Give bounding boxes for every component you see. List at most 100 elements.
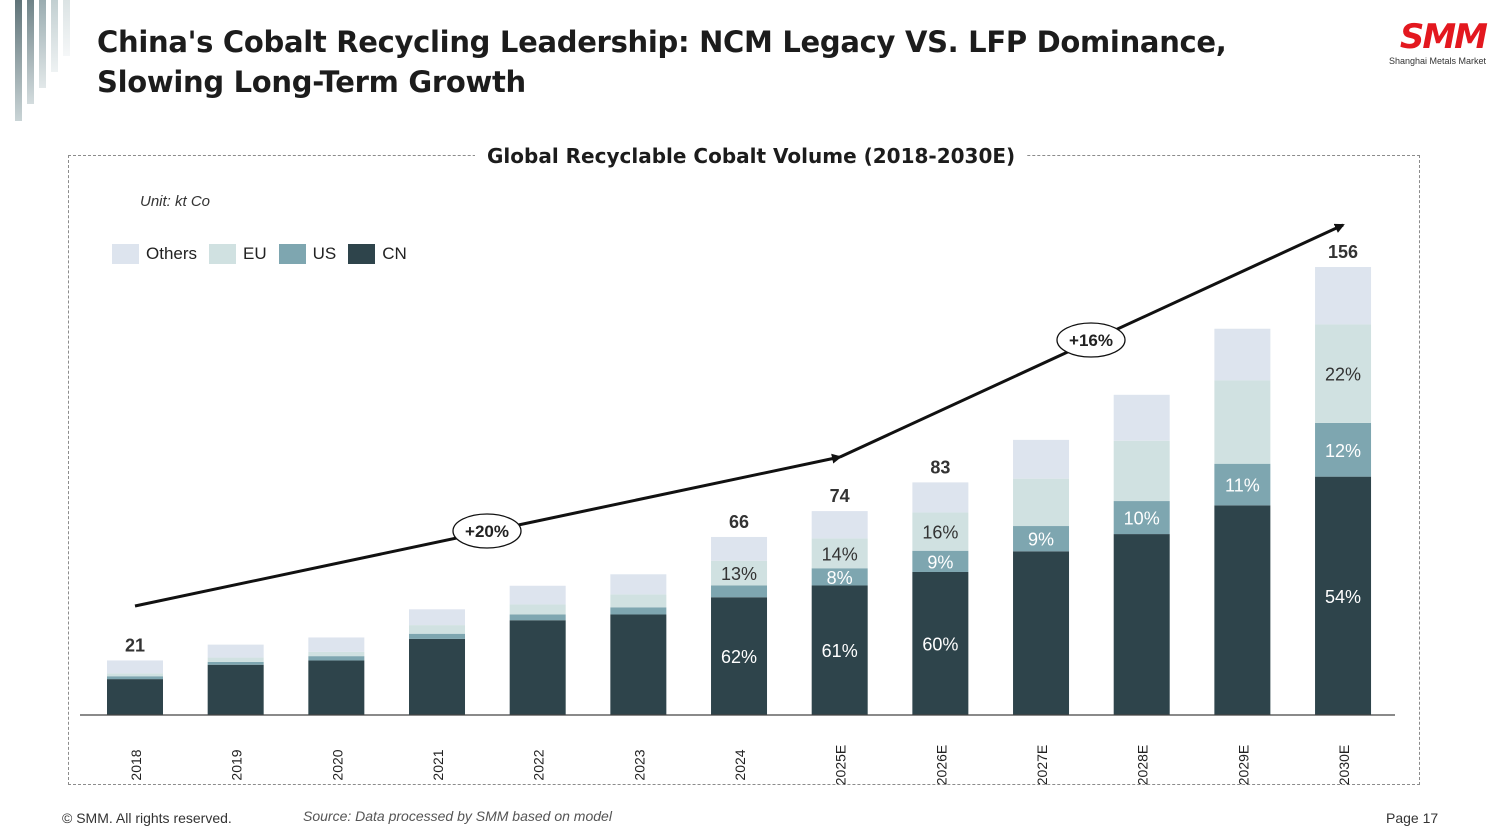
segment-label-eu-2026e: 16%	[922, 523, 958, 543]
segment-label-cn-2025e: 61%	[822, 641, 858, 661]
x-tick-label: 2025E	[833, 745, 849, 785]
logo-subtext: Shanghai Metals Market	[1388, 56, 1486, 66]
decorative-bar-5	[63, 0, 70, 56]
segment-label-cn-2030e: 54%	[1325, 587, 1361, 607]
logo-mark: SMM	[1399, 17, 1488, 57]
bar-segment-cn-2028e	[1113, 534, 1170, 715]
bar-segment-cn-2024	[711, 597, 768, 715]
bar-segment-us-2018	[107, 676, 163, 680]
footer-copyright: © SMM. All rights reserved.	[62, 810, 232, 826]
bar-segment-others-2025e	[811, 511, 868, 539]
smm-logo: SMM Shanghai Metals Market	[1374, 17, 1488, 66]
bar-segment-eu-2025e	[811, 538, 868, 569]
bar-segment-eu-2028e	[1113, 440, 1170, 502]
bar-segment-others-2018	[107, 660, 163, 674]
bar-segment-us-2024	[711, 585, 768, 598]
decorative-bar-1	[15, 0, 22, 121]
bar-segment-cn-2022	[509, 620, 566, 715]
segment-label-us-2027e: 9%	[1028, 530, 1054, 550]
bar-segment-others-2020	[308, 637, 365, 652]
bar-segment-us-2025e	[811, 568, 868, 586]
bar-segment-others-2029e	[1214, 328, 1271, 381]
x-tick-label: 2029E	[1235, 745, 1251, 785]
footer-page-number: Page 17	[1386, 810, 1439, 826]
legend-label-others: Others	[146, 244, 198, 263]
bar-segment-us-2030e	[1315, 422, 1372, 477]
x-tick-label: 2026E	[933, 745, 949, 785]
legend-item-eu: EU	[209, 244, 267, 264]
bar-segment-cn-2030e	[1315, 476, 1372, 715]
footer-source: Source: Data processed by SMM based on m…	[303, 808, 612, 824]
bar-segment-others-2028e	[1113, 394, 1170, 441]
segment-label-cn-2026e: 60%	[922, 634, 958, 654]
segment-label-us-2028e: 10%	[1124, 509, 1160, 529]
bar-segment-others-2023	[610, 574, 667, 595]
bar-segment-cn-2019	[207, 664, 264, 715]
x-tick-label: 2030E	[1336, 745, 1352, 785]
segment-label-us-2025e: 8%	[827, 568, 853, 588]
x-tick-label: 2022	[531, 749, 547, 780]
legend-label-cn: CN	[382, 244, 407, 263]
trend-label-1: +20%	[465, 522, 509, 541]
total-label-2025e: 74	[830, 486, 850, 506]
segment-label-eu-2025e: 14%	[822, 544, 858, 564]
bar-segment-cn-2018	[107, 679, 163, 715]
bar-segment-cn-2027e	[1013, 551, 1070, 715]
x-tick-label: 2021	[430, 749, 446, 780]
bar-segment-others-2019	[207, 644, 264, 658]
segment-label-us-2029e: 11%	[1225, 476, 1260, 496]
bar-segment-cn-2021	[409, 638, 466, 715]
bar-segment-eu-2023	[610, 594, 667, 608]
chart-legend: Others EU US CN	[112, 244, 419, 264]
unit-label: Unit: kt Co	[140, 193, 211, 210]
legend-swatch-eu	[209, 244, 237, 264]
x-tick-label: 2028E	[1135, 745, 1151, 785]
bar-segment-us-2019	[207, 661, 264, 665]
legend-label-us: US	[312, 244, 337, 263]
total-label-2018: 21	[125, 635, 145, 655]
chart-title: Global Recyclable Cobalt Volume (2018-20…	[475, 141, 1028, 171]
x-tick-label: 2027E	[1034, 745, 1050, 785]
x-tick-label: 2020	[329, 749, 345, 780]
bar-segment-us-2027e	[1013, 526, 1070, 552]
bar-segment-us-2022	[509, 614, 566, 621]
legend-item-others: Others	[112, 244, 197, 264]
trend-label-ellipse-2	[1056, 322, 1126, 358]
legend-swatch-others	[112, 244, 139, 264]
x-tick-label: 2023	[631, 749, 647, 780]
bar-segment-cn-2025e	[811, 585, 868, 715]
segment-label-us-2030e: 12%	[1325, 441, 1361, 461]
legend-label-eu: EU	[243, 244, 267, 263]
legend-item-cn: CN	[348, 244, 407, 264]
bar-segment-eu-2029e	[1214, 380, 1271, 464]
bar-segment-others-2021	[409, 609, 466, 626]
total-label-2030e: 156	[1328, 242, 1358, 262]
bar-segment-others-2024	[711, 536, 768, 561]
decorative-bar-3	[39, 0, 46, 88]
bar-segment-eu-2018	[107, 673, 163, 677]
segment-label-eu-2030e: 22%	[1325, 365, 1361, 385]
bar-segment-eu-2021	[409, 625, 466, 634]
bar-segment-eu-2026e	[912, 512, 969, 551]
decorative-bar-2	[27, 0, 34, 104]
legend-item-us: US	[278, 244, 337, 264]
bar-segment-us-2029e	[1214, 463, 1271, 506]
page-title: China's Cobalt Recycling Leadership: NCM…	[97, 25, 1227, 99]
x-tick-label: 2024	[732, 749, 748, 780]
bar-segment-cn-2020	[308, 660, 365, 715]
decorative-bar-4	[51, 0, 58, 72]
segment-label-cn-2024: 62%	[721, 647, 757, 667]
bar-segment-others-2030e	[1315, 267, 1372, 325]
bar-segment-us-2021	[409, 633, 466, 639]
legend-swatch-us	[278, 244, 306, 264]
x-tick-label: 2019	[229, 749, 245, 780]
bar-segment-others-2026e	[912, 482, 969, 513]
bar-segment-eu-2019	[207, 657, 264, 662]
bar-segment-us-2020	[308, 656, 365, 661]
total-label-2024: 66	[729, 512, 749, 532]
bar-segment-eu-2022	[509, 604, 566, 615]
bar-segment-eu-2030e	[1315, 324, 1372, 423]
bar-segment-us-2023	[610, 607, 667, 615]
trend-label-ellipse-1	[452, 513, 522, 549]
